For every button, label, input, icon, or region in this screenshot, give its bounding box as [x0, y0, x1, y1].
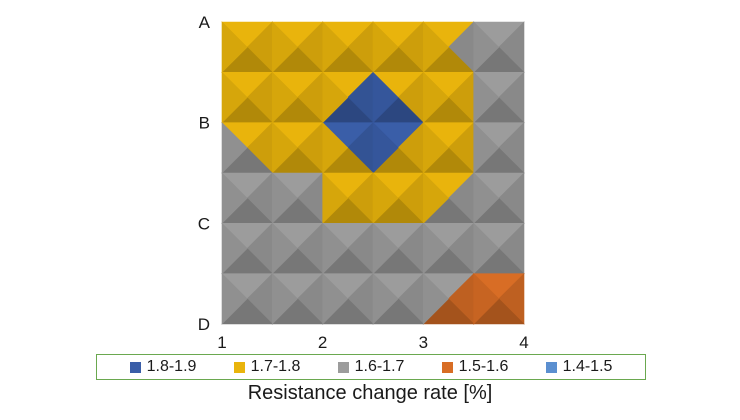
legend-label: 1.4-1.5 [562, 358, 613, 375]
legend-swatch [441, 361, 453, 373]
legend-item: 1.7-1.8 [233, 358, 301, 376]
legend-item: 1.5-1.6 [441, 358, 509, 376]
surface-cell-4-5-3 [473, 222, 500, 275]
surface-cell-1-0-3 [221, 71, 248, 124]
surface-cell-4-1-3 [271, 222, 298, 275]
x-tick-label: 1 [217, 333, 226, 352]
surface-cell-4-0-3 [221, 222, 248, 275]
surface-cell-5-3-3 [372, 272, 399, 325]
legend-label: 1.7-1.8 [250, 358, 301, 375]
surface-cell-3-0-3 [221, 172, 248, 225]
legend-label: 1.6-1.7 [354, 358, 405, 375]
surface-cell-4-2-3 [322, 222, 349, 275]
y-tick-label: B [199, 114, 210, 133]
legend-swatch [129, 361, 141, 373]
surface-cell-1-4-3 [422, 71, 449, 124]
surface-cell-4-3-3 [372, 222, 399, 275]
legend-swatch [233, 361, 245, 373]
surface-cell-4-4-3 [422, 222, 449, 275]
legend-item: 1.4-1.5 [545, 358, 613, 376]
surface-cell-3-2-3 [322, 172, 349, 225]
y-tick-label: C [198, 214, 210, 233]
surface-cell-2-3-3 [372, 121, 399, 174]
surface-cell-0-2-3 [322, 21, 349, 74]
surface-cell-5-0-3 [221, 272, 248, 325]
surface-cell-3-3-3 [372, 172, 399, 225]
y-tick-label: A [199, 13, 211, 32]
surface-cell-5-2-3 [322, 272, 349, 325]
surface-cell-1-1-3 [271, 71, 298, 124]
tick-labels: 1 2 3 4 A B C D [198, 13, 529, 352]
legend: 1.8-1.9 1.7-1.8 1.6-1.7 1.5-1.6 1.4-1.5 [96, 354, 646, 380]
y-tick-label: D [198, 315, 210, 334]
legend-label: 1.5-1.6 [458, 358, 509, 375]
surface-cell-1-2-3 [322, 71, 349, 124]
surface-cell-5-4-3 [422, 272, 449, 325]
plot-area [221, 21, 525, 325]
surface-cell-1-3-3 [372, 71, 399, 124]
legend-swatch [545, 361, 557, 373]
x-tick-label: 3 [419, 333, 428, 352]
surface-cell-0-0-3 [221, 21, 248, 74]
surface-cell-3-4-3 [422, 172, 449, 225]
surface-cell-0-4-3 [422, 21, 449, 74]
surface-cell-1-5-3 [473, 71, 500, 124]
surface-cell-5-1-3 [271, 272, 298, 325]
surface-cell-2-0-3 [221, 121, 248, 174]
surface-cell-3-5-3 [473, 172, 500, 225]
surface-cell-2-2-3 [322, 121, 349, 174]
x-axis-title: Resistance change rate [%] [247, 382, 493, 404]
surface-cell-2-1-3 [271, 121, 298, 174]
legend-item: 1.6-1.7 [337, 358, 405, 376]
surface-cell-5-5-3 [473, 272, 500, 325]
surface-cell-0-3-3 [372, 21, 399, 74]
surface-cell-0-1-3 [271, 21, 298, 74]
legend-item: 1.8-1.9 [129, 358, 197, 376]
x-tick-label: 2 [318, 333, 327, 352]
legend-label: 1.8-1.9 [146, 358, 197, 375]
surface-cell-3-1-3 [271, 172, 298, 225]
surface-cell-2-4-3 [422, 121, 449, 174]
surface-cell-0-5-3 [473, 21, 500, 74]
x-tick-label: 4 [519, 333, 528, 352]
legend-swatch [337, 361, 349, 373]
surface-cell-2-5-3 [473, 121, 500, 174]
